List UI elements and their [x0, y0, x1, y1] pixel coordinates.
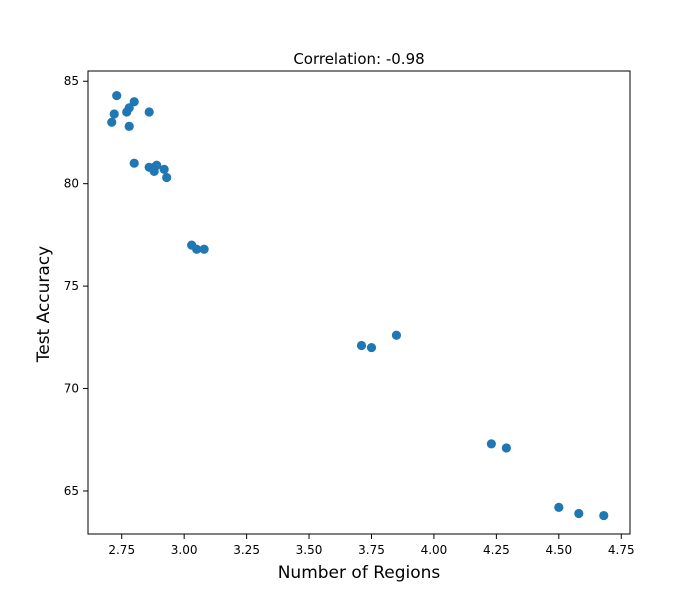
data-point: [107, 117, 117, 127]
data-point: [129, 97, 139, 107]
y-tick-label: 80: [64, 177, 79, 191]
data-point: [162, 172, 172, 183]
y-tick-label: 70: [64, 382, 79, 396]
data-point: [112, 90, 122, 101]
x-tick-label: 3.00: [171, 543, 198, 557]
data-point: [124, 121, 134, 131]
plot-area: 2.75 3.00 3.25 3.50 3.75 4.00 4.25 4.50 4.75 65 70…: [64, 70, 635, 557]
y-axis-label: Test Accuracy: [34, 246, 54, 364]
data-point: [501, 443, 511, 453]
data-point: [124, 103, 134, 113]
x-axis-label: Number of Regions: [278, 563, 441, 583]
data-point: [192, 244, 202, 254]
data-point: [109, 109, 119, 119]
y-tick-label: 65: [64, 484, 79, 498]
x-tick-label: 3.75: [358, 543, 385, 557]
y-tick-label: 85: [64, 74, 79, 88]
x-tick-label: 3.25: [233, 543, 260, 557]
data-point: [599, 510, 609, 521]
x-tick-label: 4.50: [545, 543, 572, 557]
data-point: [574, 508, 584, 519]
chart-title: Correlation: -0.98: [293, 50, 424, 68]
data-point: [129, 158, 139, 168]
x-tick-label: 3.50: [296, 543, 323, 557]
data-point: [554, 502, 564, 512]
data-point: [199, 244, 209, 254]
x-tick-label: 4.00: [421, 543, 448, 557]
x-tick-label: 4.75: [608, 543, 635, 557]
axes-frame: [87, 70, 631, 535]
x-tick-label: 2.75: [108, 543, 135, 557]
data-point: [366, 342, 377, 353]
data-point: [486, 439, 496, 449]
y-tick-label: 75: [64, 279, 79, 293]
data-point: [356, 340, 367, 351]
x-tick-label: 4.25: [483, 543, 510, 557]
data-point: [391, 330, 402, 340]
data-point: [144, 107, 154, 117]
data-point: [149, 166, 159, 176]
data-point: [159, 164, 169, 174]
